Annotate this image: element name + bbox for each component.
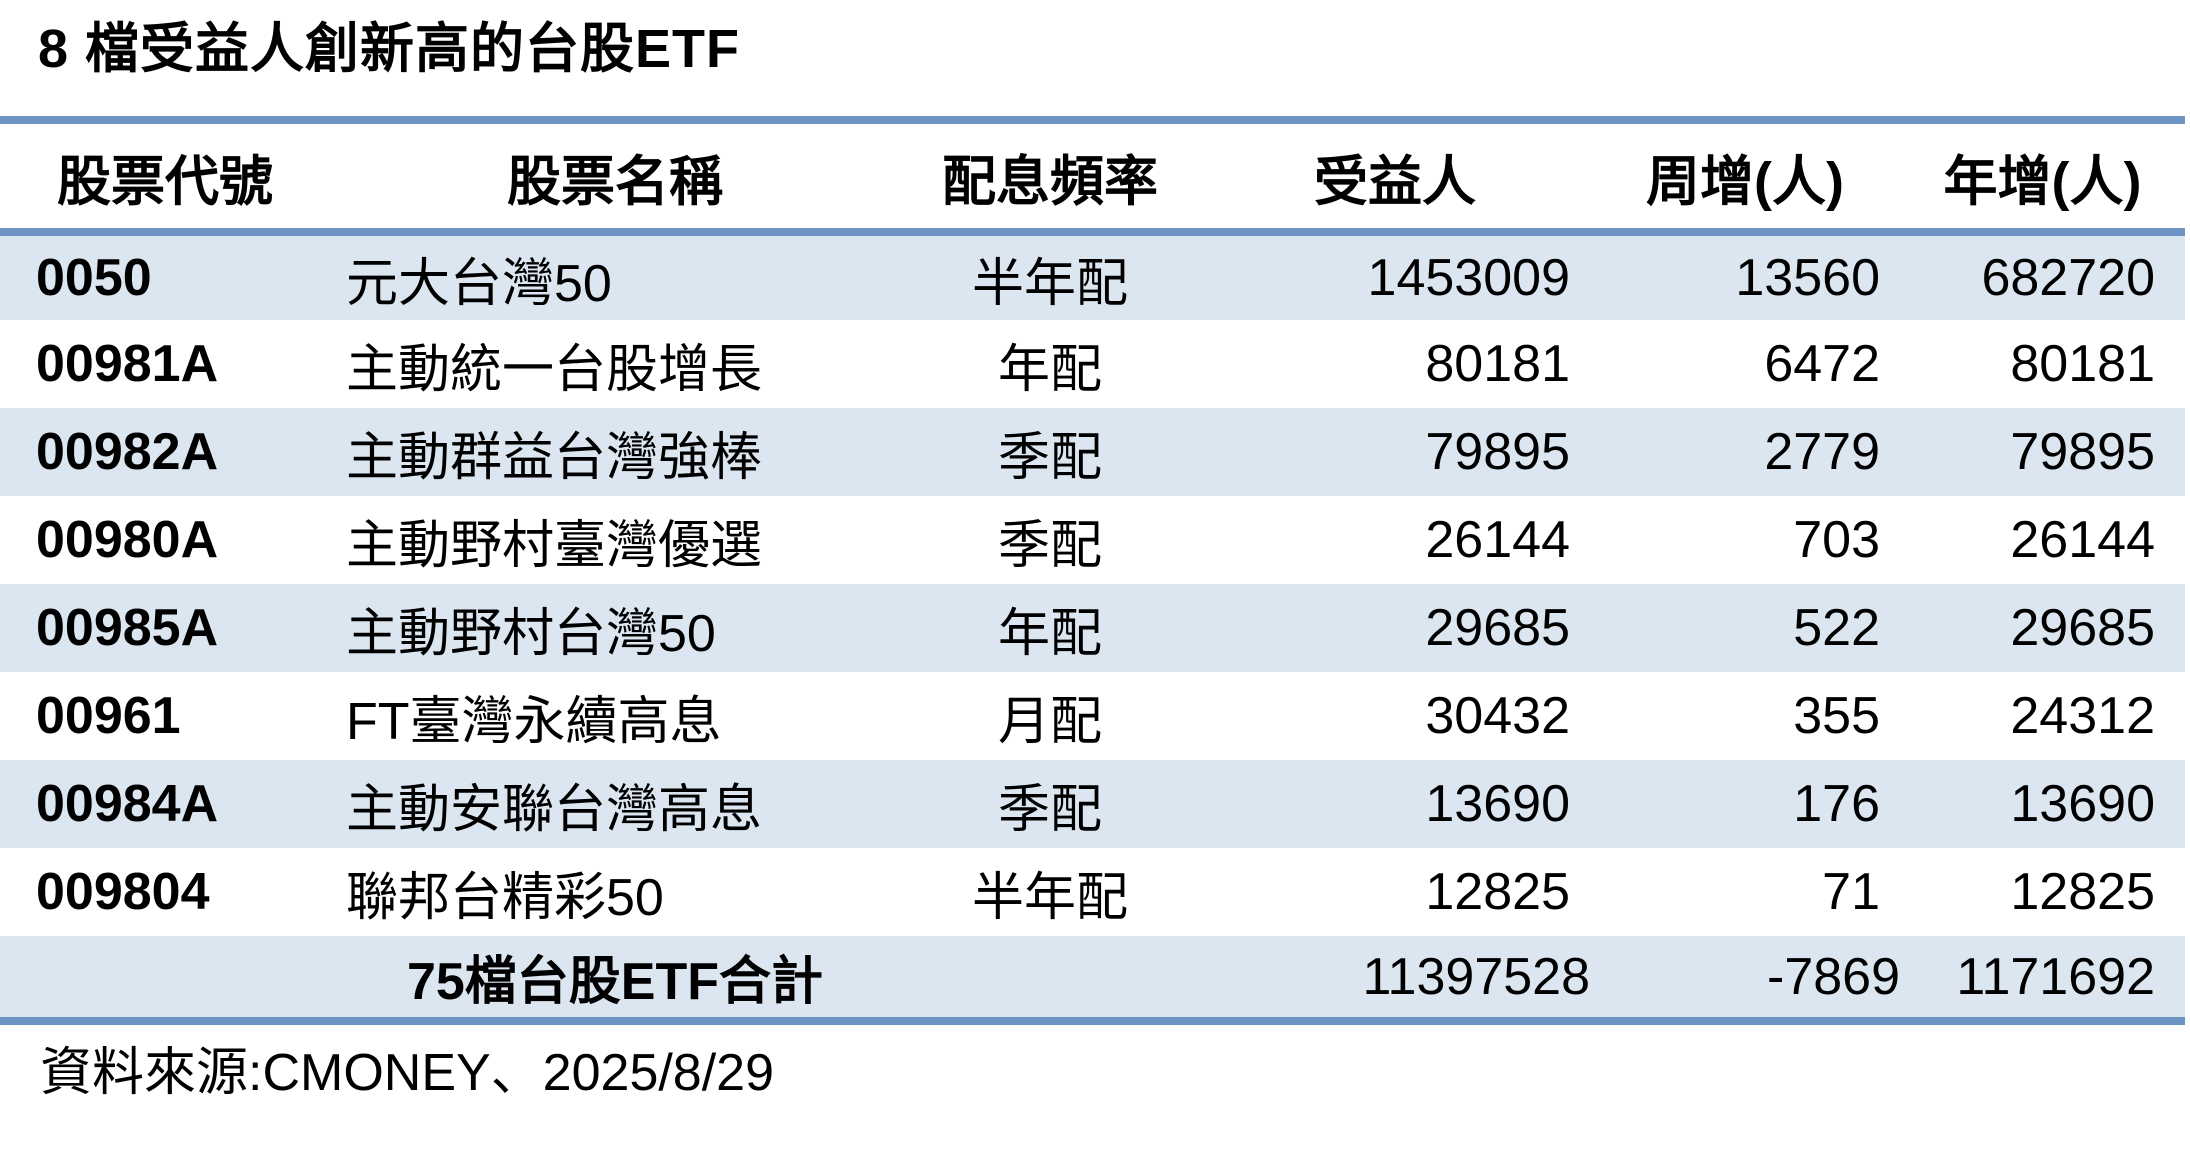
header-stock-name: 股票名稱 xyxy=(330,120,900,236)
table-row: 00980A 主動野村臺灣優選 季配 26144 703 26144 xyxy=(0,496,2185,584)
holders-cell: 13690 xyxy=(1425,775,1570,833)
page-title: 8 檔受益人創新高的台股ETF xyxy=(38,19,741,79)
stock-code-cell: 00982A xyxy=(36,423,219,481)
yearly-change-cell: 682720 xyxy=(1981,249,2155,307)
holders-cell: 30432 xyxy=(1425,687,1570,745)
stock-name-cell: 元大台灣50 xyxy=(346,254,612,313)
table-row: 00985A 主動野村台灣50 年配 29685 522 29685 xyxy=(0,584,2185,672)
holders-cell: 26144 xyxy=(1425,511,1570,569)
stock-name-cell: 主動安聯台灣高息 xyxy=(346,780,763,839)
stock-code-cell: 00981A xyxy=(36,335,219,393)
stock-code-cell: 009804 xyxy=(36,863,210,921)
weekly-change-cell: 2779 xyxy=(1764,423,1880,481)
stock-code-cell: 00984A xyxy=(36,775,219,833)
dividend-frequency-cell: 月配 xyxy=(997,692,1102,751)
table-row: 00961 FT臺灣永續高息 月配 30432 355 24312 xyxy=(0,672,2185,760)
weekly-change-cell: 176 xyxy=(1793,775,1880,833)
stock-code-cell: 00980A xyxy=(36,511,219,569)
holders-cell: 80181 xyxy=(1425,335,1570,393)
weekly-change-cell: 355 xyxy=(1793,687,1880,745)
stock-name-cell: 聯邦台精彩50 xyxy=(346,868,664,927)
table-row: 0050 元大台灣50 半年配 1453009 13560 682720 xyxy=(0,232,2185,320)
stock-name-cell: 主動統一台股增長 xyxy=(346,340,763,399)
stock-name-cell: FT臺灣永續高息 xyxy=(346,692,722,751)
etf-table-page: 8 檔受益人創新高的台股ETF 股票代號 股票名稱 配息頻率 受益人 周增(人)… xyxy=(0,20,2190,1159)
holders-cell: 29685 xyxy=(1425,599,1570,657)
dividend-frequency-cell: 半年配 xyxy=(971,254,1128,313)
holders-cell: 79895 xyxy=(1425,423,1570,481)
header-weekly-change: 周增(人) xyxy=(1590,120,1900,236)
header-holders: 受益人 xyxy=(1200,120,1590,236)
yearly-change-cell: 12825 xyxy=(2010,863,2155,921)
table-row: 00984A 主動安聯台灣高息 季配 13690 176 13690 xyxy=(0,760,2185,848)
etf-holders-table: 股票代號 股票名稱 配息頻率 受益人 周增(人) 年增(人) 0050 元大台灣5… xyxy=(0,116,2185,1025)
weekly-change-cell: 71 xyxy=(1822,863,1880,921)
dividend-frequency-cell: 半年配 xyxy=(971,868,1128,927)
yearly-change-cell: 13690 xyxy=(2010,775,2155,833)
total-empty-cell xyxy=(0,936,330,1025)
total-empty-cell xyxy=(900,936,1200,1025)
yearly-change-cell: 29685 xyxy=(2010,599,2155,657)
table-footer: 75檔台股ETF合計 11397528 -7869 1171692 xyxy=(0,936,2185,1025)
header-yearly-change: 年增(人) xyxy=(1900,120,2185,236)
dividend-frequency-cell: 季配 xyxy=(997,516,1102,575)
total-label: 75檔台股ETF合計 xyxy=(330,936,900,1025)
total-yearly-cell: 1171692 xyxy=(1900,936,2185,1025)
stock-name-cell: 主動野村臺灣優選 xyxy=(346,516,763,575)
weekly-change-cell: 522 xyxy=(1793,599,1880,657)
weekly-change-cell: 13560 xyxy=(1735,249,1880,307)
table-row: 00981A 主動統一台股增長 年配 80181 6472 80181 xyxy=(0,320,2185,408)
table-header: 股票代號 股票名稱 配息頻率 受益人 周增(人) 年增(人) xyxy=(0,120,2185,236)
yearly-change-cell: 80181 xyxy=(2010,335,2155,393)
yearly-change-cell: 26144 xyxy=(2010,511,2155,569)
yearly-change-cell: 79895 xyxy=(2010,423,2155,481)
holders-cell: 1453009 xyxy=(1367,249,1570,307)
dividend-frequency-cell: 年配 xyxy=(997,340,1102,399)
stock-name-cell: 主動群益台灣強棒 xyxy=(346,428,763,487)
header-stock-code: 股票代號 xyxy=(0,120,330,236)
header-row: 股票代號 股票名稱 配息頻率 受益人 周增(人) 年增(人) xyxy=(0,120,2185,236)
yearly-change-cell: 24312 xyxy=(2010,687,2155,745)
total-holders-cell: 11397528 xyxy=(1200,936,1590,1025)
total-row: 75檔台股ETF合計 11397528 -7869 1171692 xyxy=(0,936,2185,1025)
total-weekly-cell: -7869 xyxy=(1590,936,1900,1025)
header-dividend-freq: 配息頻率 xyxy=(900,120,1200,236)
table-row: 00982A 主動群益台灣強棒 季配 79895 2779 79895 xyxy=(0,408,2185,496)
weekly-change-cell: 6472 xyxy=(1764,335,1880,393)
table-body: 0050 元大台灣50 半年配 1453009 13560 682720 00981A 主動統… xyxy=(0,232,2185,936)
stock-name-cell: 主動野村台灣50 xyxy=(346,604,716,663)
stock-code-cell: 00961 xyxy=(36,687,181,745)
source-note: 資料來源:CMONEY、2025/8/29 xyxy=(40,1044,775,1102)
dividend-frequency-cell: 季配 xyxy=(997,780,1102,839)
stock-code-cell: 0050 xyxy=(36,249,152,307)
dividend-frequency-cell: 年配 xyxy=(997,604,1102,663)
dividend-frequency-cell: 季配 xyxy=(997,428,1102,487)
weekly-change-cell: 703 xyxy=(1793,511,1880,569)
holders-cell: 12825 xyxy=(1425,863,1570,921)
table-row: 009804 聯邦台精彩50 半年配 12825 71 12825 xyxy=(0,848,2185,936)
stock-code-cell: 00985A xyxy=(36,599,219,657)
